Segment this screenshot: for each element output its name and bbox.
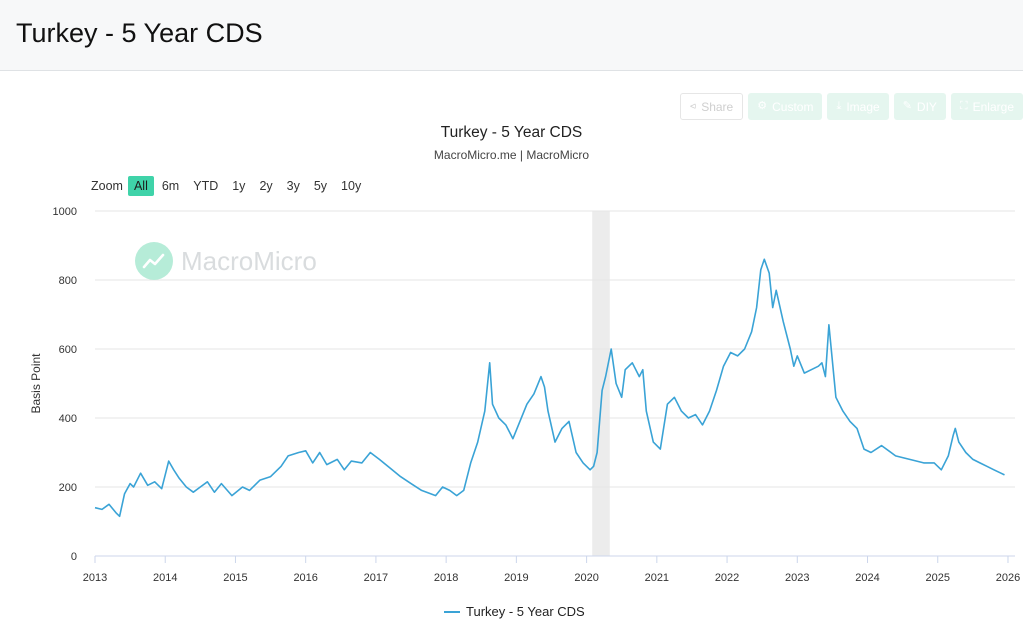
x-tick-label-2020: 2020 (574, 572, 598, 584)
expand-icon: ⛶ (959, 100, 968, 112)
x-tick-label-2018: 2018 (434, 572, 458, 584)
zoom-6m-button[interactable]: 6m (161, 179, 180, 193)
zoom-2y-button[interactable]: 2y (259, 179, 273, 193)
y-tick-label-0: 0 (71, 551, 77, 563)
x-tick-label-2019: 2019 (504, 572, 528, 584)
chart-legend[interactable]: Turkey - 5 Year CDS (444, 604, 585, 619)
watermark-text: MacroMicro (181, 245, 317, 276)
x-tick-label-2015: 2015 (223, 572, 247, 584)
y-tick-label-800: 800 (59, 275, 77, 287)
y-tick-label-400: 400 (59, 413, 77, 425)
share-button-label: Share (701, 99, 734, 114)
share-icon: ⪦ (689, 100, 697, 112)
diy-button[interactable]: ✎ DIY (893, 93, 946, 120)
image-button-label: Image (846, 99, 880, 114)
gear-icon: ⚙ (757, 100, 768, 112)
custom-button[interactable]: ⚙ Custom (748, 93, 823, 120)
zoom-3y-button[interactable]: 3y (286, 179, 300, 193)
enlarge-button-label: Enlarge (972, 99, 1014, 114)
x-tick-label-2022: 2022 (715, 572, 739, 584)
y-tick-label-600: 600 (59, 344, 77, 356)
watermark: MacroMicro (135, 242, 317, 280)
y-axis-title: Basis Point (29, 353, 43, 414)
zoom-all-button[interactable]: All (127, 176, 154, 196)
image-button[interactable]: ⤓ Image (827, 93, 889, 120)
x-tick-label-2023: 2023 (785, 572, 809, 584)
zoom-label: Zoom (91, 179, 123, 193)
enlarge-button[interactable]: ⛶ Enlarge (950, 93, 1023, 120)
zoom-5y-button[interactable]: 5y (313, 179, 328, 193)
zoom-1y-button[interactable]: 1y (232, 179, 246, 193)
series-line-0 (94, 258, 1005, 518)
page-title: Turkey - 5 Year CDS (16, 18, 263, 48)
zoom-ytd-button[interactable]: YTD (193, 179, 219, 193)
page-header: Turkey - 5 Year CDS (0, 0, 1023, 71)
x-tick-label-2013: 2013 (83, 572, 107, 584)
y-tick-label-200: 200 (59, 482, 77, 494)
cds-line-chart: 0 200 400 600 800 1000 2013 2014 2015 2016 2017 201… (29, 206, 1020, 584)
download-icon: ⤓ (836, 100, 842, 112)
chart-title: Turkey - 5 Year CDS (440, 124, 583, 141)
zoom-bar: Zoom All 6m YTD 1y 2y 3y 5y 10y (91, 176, 369, 196)
legend-label: Turkey - 5 Year CDS (466, 604, 585, 619)
watermark-logo-icon (135, 242, 173, 280)
x-tick-label-2016: 2016 (293, 572, 317, 584)
x-tick-label-2021: 2021 (645, 572, 669, 584)
pencil-icon: ✎ (902, 100, 912, 112)
legend-swatch (444, 610, 460, 613)
chart-subtitle: MacroMicro.me | MacroMicro (433, 148, 590, 162)
shaded-period-0 (592, 211, 610, 556)
share-button[interactable]: ⪦ Share (679, 93, 744, 120)
diy-button-label: DIY (916, 99, 937, 114)
x-tick-label-2014: 2014 (153, 572, 177, 584)
zoom-10y-button[interactable]: 10y (341, 179, 362, 193)
x-tick-label-2026: 2026 (996, 572, 1020, 584)
y-tick-label-1000: 1000 (53, 206, 77, 218)
custom-button-label: Custom (772, 99, 814, 114)
x-tick-label-2024: 2024 (855, 572, 879, 584)
x-tick-label-2025: 2025 (926, 572, 950, 584)
chart-toolbar: ⪦ Share ⚙ Custom ⤓ Image ✎ DIY ⛶ Enlarge (679, 93, 1023, 120)
x-tick-label-2017: 2017 (364, 572, 388, 584)
